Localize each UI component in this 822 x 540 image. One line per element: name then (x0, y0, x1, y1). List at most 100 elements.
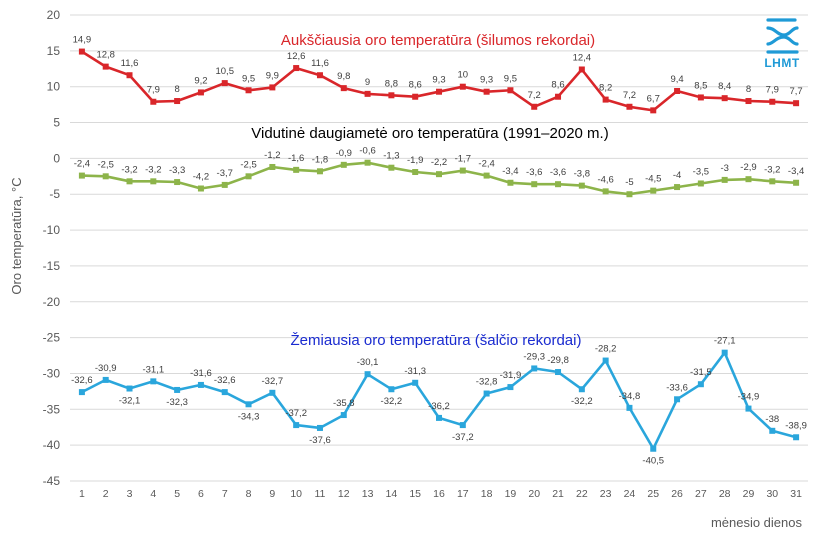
lhmt-logo: LHMT (764, 18, 799, 70)
data-point (626, 103, 633, 110)
data-label: -36,2 (428, 401, 450, 412)
y-tick-label: -15 (43, 259, 61, 273)
data-point (174, 386, 181, 393)
data-point (626, 404, 633, 411)
data-label: -3,4 (788, 166, 804, 177)
data-point (78, 172, 85, 179)
x-tick-label: 4 (150, 488, 156, 500)
data-point (531, 181, 538, 188)
data-label: -31,3 (404, 366, 426, 377)
data-point (436, 171, 442, 178)
data-label: -4 (673, 170, 681, 181)
data-label: -3,2 (764, 164, 780, 175)
data-point (388, 164, 395, 171)
y-tick-label: 0 (53, 151, 60, 165)
data-label: -32,8 (476, 377, 498, 388)
data-label: -34,3 (238, 411, 260, 422)
logo-text: LHMT (764, 56, 799, 70)
data-label: 9,9 (266, 70, 279, 81)
data-point (364, 159, 371, 166)
data-label: -3,4 (502, 166, 518, 177)
y-tick-label: -45 (43, 474, 61, 488)
data-point (316, 424, 323, 431)
y-tick-label: -25 (43, 331, 61, 345)
data-label: 12,8 (96, 50, 115, 61)
x-tick-label: 31 (790, 488, 802, 500)
x-tick-label: 6 (198, 488, 204, 500)
data-label: -1,6 (288, 153, 304, 164)
data-point (674, 184, 681, 191)
data-label: -3,7 (217, 168, 233, 179)
wave-logo-icon (766, 18, 799, 54)
data-label: -2,4 (74, 159, 90, 170)
data-label: 9,3 (480, 75, 493, 86)
data-point (697, 381, 704, 388)
data-point (483, 390, 490, 397)
x-tick-label: 21 (552, 488, 564, 500)
data-point (197, 185, 204, 192)
data-label: -30,1 (357, 357, 379, 368)
data-point (364, 90, 371, 97)
data-point (459, 167, 466, 174)
data-label: 14,9 (73, 35, 92, 46)
data-label: 12,6 (287, 51, 306, 62)
data-point (221, 80, 228, 87)
data-label: -3 (720, 163, 728, 174)
data-label: -37,6 (309, 435, 331, 446)
data-label: -3,8 (574, 169, 590, 180)
data-label: -3,3 (169, 165, 185, 176)
data-point (793, 434, 800, 441)
data-label: -38 (765, 414, 779, 425)
data-point (769, 427, 776, 434)
data-label: -1,2 (264, 150, 280, 161)
data-point (150, 178, 157, 185)
data-label: 12,4 (573, 52, 592, 63)
data-point (436, 414, 442, 421)
data-point (126, 178, 133, 185)
data-point (102, 63, 109, 70)
series-2 (78, 349, 800, 452)
data-point (197, 89, 204, 96)
x-tick-label: 22 (576, 488, 588, 500)
data-point (78, 48, 85, 55)
data-label: -1,9 (407, 155, 423, 166)
data-label: 8,6 (551, 80, 564, 91)
data-point (150, 378, 157, 385)
data-point (293, 422, 300, 429)
y-tick-label: -40 (43, 438, 61, 452)
data-point (745, 98, 752, 105)
data-labels-layer: 14,9 12,8 11,6 7,9 8 9,2 10,5 9,5 9,9 12,6 11,6 9,8… (71, 35, 807, 467)
data-label: 8,4 (718, 81, 731, 92)
data-point (388, 92, 395, 99)
data-point (602, 96, 609, 103)
data-label: 7,9 (766, 85, 779, 96)
x-tick-label: 18 (481, 488, 493, 500)
data-point (459, 422, 466, 429)
data-point (293, 166, 300, 173)
data-label: -31,1 (142, 364, 164, 375)
data-point (197, 381, 204, 388)
x-tick-label: 15 (409, 488, 421, 500)
data-point (221, 389, 228, 396)
data-point (721, 349, 728, 356)
x-tick-label: 10 (290, 488, 302, 500)
data-point (459, 83, 466, 90)
series-title-max: Aukščiausia oro temperatūra (šilumos rek… (281, 32, 595, 49)
data-point (436, 88, 442, 95)
data-label: 8,2 (599, 83, 612, 94)
x-tick-label: 8 (246, 488, 252, 500)
data-point (340, 161, 347, 168)
data-label: 7,7 (789, 86, 802, 97)
y-tick-label: 10 (47, 80, 61, 94)
data-label: -32,1 (119, 396, 141, 407)
x-tick-label: 24 (624, 488, 636, 500)
series-title-avg: Vidutinė daugiametė oro temperatūra (199… (251, 125, 608, 142)
x-tick-label: 26 (671, 488, 683, 500)
data-label: -32,2 (571, 396, 593, 407)
data-label: 9 (365, 77, 370, 88)
data-label: -37,2 (285, 408, 307, 419)
data-label: -29,3 (523, 351, 545, 362)
data-label: -38,9 (785, 420, 807, 431)
data-label: -0,9 (336, 148, 352, 159)
